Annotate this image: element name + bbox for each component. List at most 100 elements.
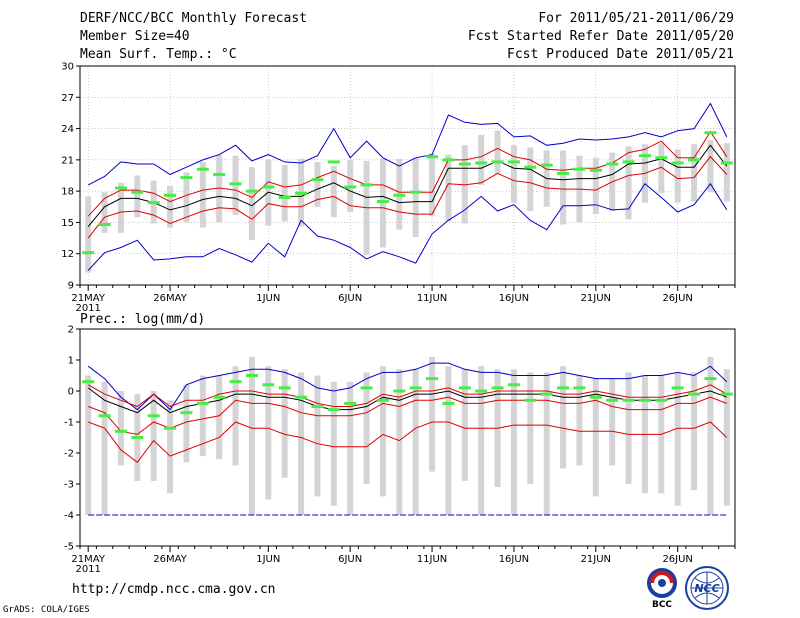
observed-mark <box>622 398 635 402</box>
observed-mark <box>147 201 160 205</box>
spread-box <box>232 155 239 216</box>
x-tick-label: 21MAY <box>71 293 105 304</box>
spread-box <box>429 356 436 472</box>
observed-mark <box>589 168 602 172</box>
y-tick-label: 9 <box>68 281 74 292</box>
p10-line <box>88 421 728 464</box>
spread-box <box>527 147 534 211</box>
observed-mark <box>180 176 193 180</box>
spread-box <box>248 167 255 241</box>
spread-box <box>330 166 337 218</box>
observed-mark <box>82 380 95 384</box>
observed-mark <box>262 185 275 189</box>
observed-mark <box>262 383 275 387</box>
observed-mark <box>426 377 439 381</box>
spread-box <box>658 143 665 194</box>
spread-box <box>412 369 419 515</box>
y-tick-label: 0 <box>68 387 74 398</box>
y-tick-label: 15 <box>61 218 74 229</box>
observed-mark <box>295 395 308 399</box>
spread-box <box>379 158 386 248</box>
observed-mark <box>245 374 258 377</box>
spread-box <box>543 372 550 515</box>
spread-box <box>281 369 288 478</box>
observed-mark <box>458 386 471 390</box>
spread-box <box>461 145 468 224</box>
spread-box <box>723 143 730 202</box>
x-tick-label: 16JUN <box>499 293 529 304</box>
observed-mark <box>409 386 422 390</box>
spread-box <box>101 192 108 233</box>
spread-box <box>232 366 239 466</box>
observed-mark <box>229 380 242 384</box>
observed-mark <box>524 165 537 169</box>
observed-mark <box>524 398 537 402</box>
y-tick-label: -4 <box>64 511 74 522</box>
lower-quartile-line <box>87 155 728 239</box>
source-url[interactable]: http://cmdp.ncc.cma.gov.cn <box>72 582 276 597</box>
observed-mark <box>458 162 471 166</box>
spread-box <box>674 149 681 203</box>
observed-mark <box>278 195 291 199</box>
lower-quartile-line <box>88 396 727 435</box>
upper-quartile-line <box>87 130 728 217</box>
spread-box <box>347 381 354 515</box>
spread-box <box>527 372 534 484</box>
y-tick-label: 18 <box>61 187 74 198</box>
observed-mark <box>442 158 455 162</box>
started-date: Fcst Started Refer Date 2011/05/20 <box>467 29 734 44</box>
spread-box <box>183 172 190 223</box>
observed-mark <box>196 401 209 405</box>
y-tick-label: -1 <box>64 418 74 429</box>
spread-box <box>609 378 616 466</box>
observed-mark <box>606 162 619 166</box>
spread-box <box>723 369 730 506</box>
spread-box <box>363 372 370 484</box>
observed-mark <box>589 395 602 399</box>
observed-mark <box>426 155 439 159</box>
x-tick-label: 1JUN <box>256 293 280 304</box>
spread-box <box>330 381 337 506</box>
observed-mark <box>491 160 504 164</box>
y-tick-label: 27 <box>61 93 74 104</box>
observed-mark <box>720 392 733 396</box>
spread-box <box>150 391 157 481</box>
spread-box <box>167 185 174 228</box>
observed-mark <box>638 154 651 158</box>
spread-box <box>461 369 468 481</box>
observed-mark <box>196 167 209 171</box>
x-tick-label: 21MAY <box>71 554 105 565</box>
observed-mark <box>655 156 668 160</box>
observed-mark <box>622 160 635 164</box>
spread-box <box>510 369 517 515</box>
spread-box <box>265 366 272 500</box>
x-tick-label: 1JUN <box>256 554 280 565</box>
spread-box <box>445 366 452 515</box>
x-tick-label: 21JUN <box>581 293 611 304</box>
observed-mark <box>344 185 357 189</box>
observed-mark <box>98 223 111 227</box>
observed-mark <box>507 160 520 164</box>
observed-mark <box>164 193 177 197</box>
y-tick-label: -2 <box>64 449 74 460</box>
spread-box <box>707 356 714 515</box>
spread-box <box>248 356 255 515</box>
observed-mark <box>557 386 570 390</box>
observed-mark <box>164 426 177 430</box>
spread-box <box>478 366 485 515</box>
observed-mark <box>671 386 684 390</box>
spread-box <box>314 161 321 207</box>
spread-box <box>592 378 599 497</box>
observed-mark <box>180 411 193 415</box>
x-tick-label: 26JUN <box>662 293 692 304</box>
y-tick-label: -5 <box>64 542 74 553</box>
spread-box <box>183 384 190 463</box>
observed-mark <box>360 386 373 390</box>
spread-box <box>85 375 92 515</box>
observed-mark <box>409 190 422 194</box>
spread-box <box>199 375 206 457</box>
spread-box <box>510 145 517 203</box>
observed-mark <box>475 389 488 393</box>
